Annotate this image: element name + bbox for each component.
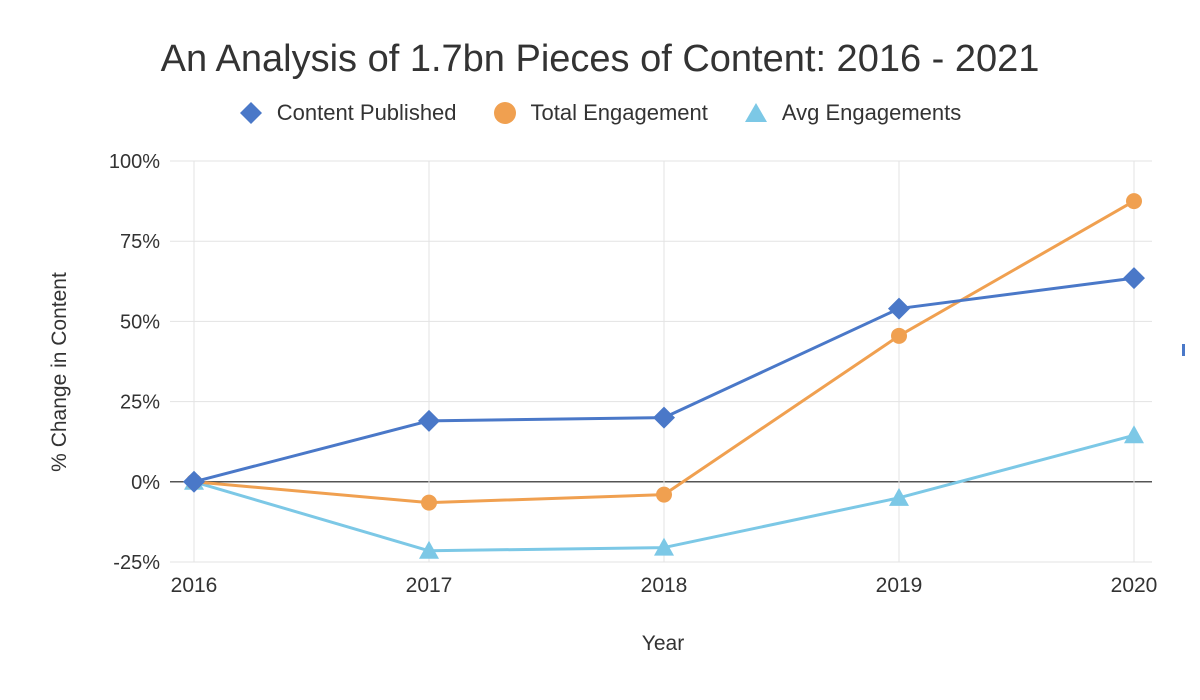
legend-item-content-published[interactable]: Content Published <box>239 100 457 126</box>
y-tick-label: 100% <box>109 151 160 173</box>
x-axis-title: Year <box>642 632 684 655</box>
edge-indicator <box>1182 344 1185 356</box>
y-tick-label: 0% <box>131 472 160 494</box>
data-point-circle <box>891 327 907 344</box>
legend-label: Avg Engagements <box>781 100 962 125</box>
data-point-circle <box>1126 193 1142 210</box>
data-point-triangle <box>654 537 674 556</box>
data-point-diamond <box>183 470 205 493</box>
data-point-circle <box>656 486 672 503</box>
x-tick-label: 2016 <box>171 574 218 597</box>
data-point-diamond <box>418 409 440 432</box>
data-point-diamond <box>653 406 675 429</box>
x-tick-label: 2018 <box>641 574 688 597</box>
y-tick-label: 50% <box>120 311 160 333</box>
legend-item-avg-engagements[interactable]: Avg Engagements <box>744 100 961 126</box>
x-tick-label: 2019 <box>876 574 923 597</box>
diamond-icon <box>239 102 262 124</box>
data-point-triangle <box>1124 425 1144 444</box>
y-axis-title: % Change in Content <box>48 272 71 472</box>
data-point-diamond <box>888 297 910 320</box>
y-tick-label: 25% <box>120 392 160 414</box>
legend-label: Content Published <box>276 100 457 125</box>
x-tick-label: 2017 <box>406 574 453 597</box>
data-point-circle <box>421 494 437 511</box>
data-point-triangle <box>419 540 439 559</box>
circle-icon <box>493 102 516 124</box>
y-tick-label: 75% <box>120 231 160 253</box>
y-tick-label: -25% <box>113 552 160 574</box>
legend: Content Published Total Engagement Avg E… <box>0 100 1200 126</box>
legend-item-total-engagement[interactable]: Total Engagement <box>493 100 708 126</box>
x-tick-label: 2020 <box>1111 574 1158 597</box>
triangle-icon <box>744 103 767 122</box>
legend-label: Total Engagement <box>530 100 708 125</box>
data-point-diamond <box>1123 267 1145 290</box>
chart-title: An Analysis of 1.7bn Pieces of Content: … <box>160 38 1040 80</box>
data-point-triangle <box>889 487 909 506</box>
